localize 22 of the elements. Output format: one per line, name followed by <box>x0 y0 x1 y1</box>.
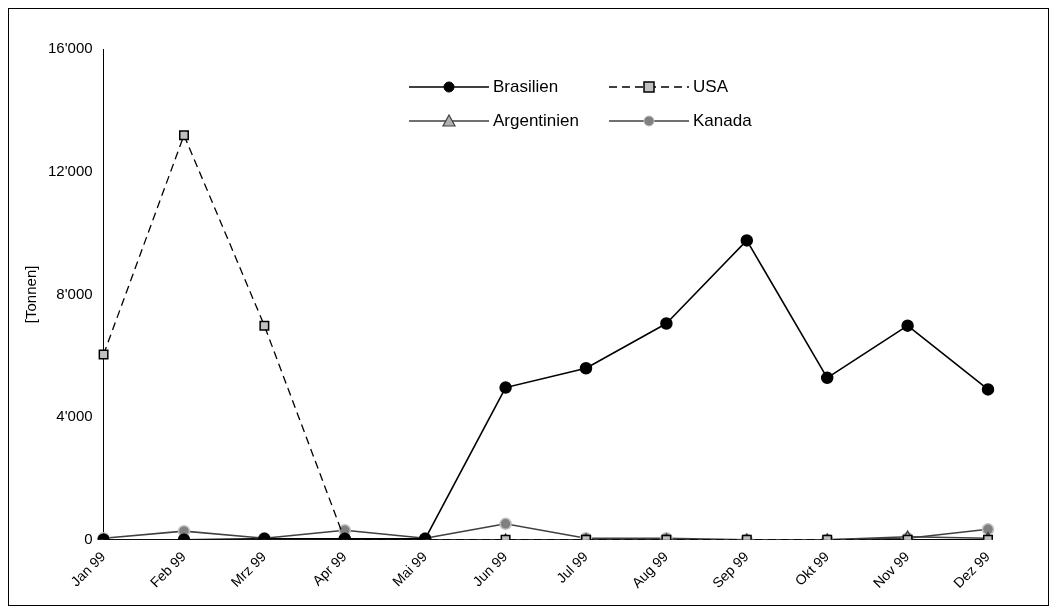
x-tick-label: Apr 99 <box>309 548 350 589</box>
legend-label: USA <box>693 77 728 97</box>
y-tick-label: 4'000 <box>56 407 93 425</box>
x-tick-label: Okt 99 <box>791 548 833 589</box>
x-tick-label: Jan 99 <box>67 548 109 590</box>
y-tick-label: 8'000 <box>56 284 93 302</box>
x-tick-label: Nov 99 <box>869 548 913 591</box>
y-tick-label: 0 <box>84 529 93 547</box>
legend-label: Kanada <box>693 111 752 131</box>
y-tick-label: 16'000 <box>48 39 93 57</box>
legend-label: Argentinien <box>493 111 580 131</box>
x-tick-label: Jul 99 <box>553 548 591 586</box>
x-tick-label: Mrz 99 <box>227 548 270 590</box>
x-tick-label: Aug 99 <box>628 548 672 591</box>
x-tick-label: Sep 99 <box>708 548 752 591</box>
y-axis-title: [Tonnen] <box>22 265 40 324</box>
x-tick-label: Mai 99 <box>389 548 431 590</box>
legend-label: Brasilien <box>493 77 559 97</box>
x-tick-label: Feb 99 <box>146 548 189 591</box>
y-tick-label: 12'000 <box>48 161 93 179</box>
x-tick-label: Dez 99 <box>950 548 993 591</box>
x-tick-label: Jun 99 <box>469 548 511 590</box>
